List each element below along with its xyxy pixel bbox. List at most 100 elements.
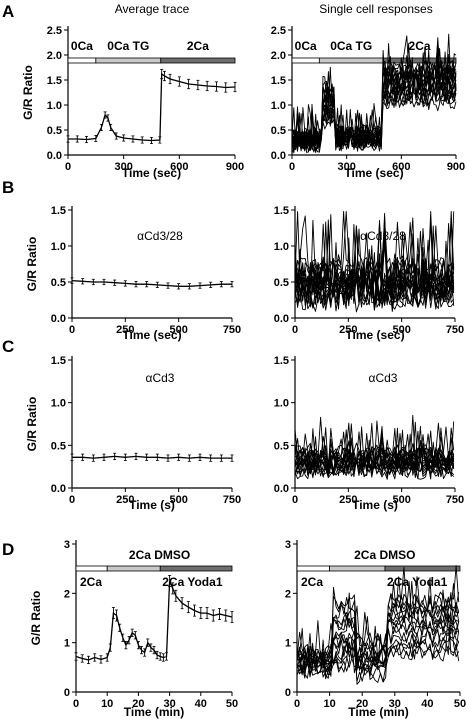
x-tick-label: 250 [339,324,357,336]
condition-segment [296,565,330,572]
mean-trace-line [72,455,232,459]
chart-C-average: 0 250 500 750 0.0 0.5 1.0 1.5 Time (s) G/R Ratio α… [25,355,241,512]
y-tick-label: 0.0 [271,150,286,162]
x-axis-title: Time (min) [348,705,408,719]
condition-label: 2Ca [409,39,431,53]
x-tick-label: 750 [446,494,464,506]
x-tick-label: 50 [226,698,238,710]
x-axis-title: Time (sec) [122,328,181,342]
y-axis-title: G/R Ratio [25,397,39,452]
condition-segment [106,565,161,572]
x-tick-label: 0 [69,494,75,506]
x-tick-label: 20 [132,698,144,710]
x-tick-label: 0 [292,324,298,336]
y-tick-label: 0.5 [271,125,286,137]
y-tick-label: 0.5 [51,277,66,289]
cell-trace-line [294,414,455,464]
stimulus-annotation: αCd3 [146,371,175,385]
condition-label: 2Ca [301,575,323,589]
condition-segment [384,565,461,572]
y-tick-label: 1.0 [47,100,62,112]
condition-segment [67,57,97,64]
cell-trace-line [291,62,457,153]
x-axis-title: Time (sec) [345,328,404,342]
panel-letter-b: B [2,178,14,197]
y-tick-label: 0.0 [47,150,62,162]
x-tick-label: 0 [292,494,298,506]
y-tick-label: 0 [64,687,70,699]
y-tick-label: 0 [285,687,291,699]
cell-trace-line [294,447,455,468]
x-tick-label: 10 [101,698,113,710]
x-tick-label: 750 [223,494,241,506]
x-tick-label: 40 [195,698,207,710]
y-tick-label: 0.0 [51,483,66,495]
x-tick-label: 500 [392,324,410,336]
condition-segment [75,565,108,572]
y-tick-label: 1.5 [274,205,289,217]
y-tick-label: 2.0 [271,50,286,62]
chart-A-average: 0 300 600 900 0.0 0.5 1.0 1.5 2.0 2.5 Time (sec) G/… [21,25,244,180]
x-tick-label: 500 [169,324,187,336]
x-axis-title: Time (sec) [122,166,181,180]
condition-label: 0Ca [71,39,93,53]
condition-segment [329,565,386,572]
cell-trace-line [294,210,455,290]
cell-trace-line [294,222,455,304]
chart-A-single: 0 300 600 900 0.0 0.5 1.0 1.5 2.0 2.5 Time (sec) 0C… [271,25,465,180]
y-tick-label: 0.5 [274,277,289,289]
x-tick-label: 600 [392,161,410,173]
x-tick-label: 40 [421,698,433,710]
condition-label: 2Ca DMSO [129,548,190,562]
column-title-average: Average trace [115,2,190,16]
y-tick-label: 1.5 [271,75,286,87]
x-tick-label: 250 [116,494,134,506]
x-tick-label: 0 [65,161,71,173]
x-axis-title: Time (min) [124,705,184,719]
x-tick-label: 600 [170,161,188,173]
y-tick-label: 1.5 [274,355,289,367]
x-tick-label: 30 [389,698,401,710]
y-tick-label: 1.5 [51,205,66,217]
cell-trace-line [291,43,457,146]
y-tick-label: 0.5 [51,440,66,452]
y-tick-label: 2 [285,588,291,600]
x-tick-label: 0 [294,698,300,710]
y-axis-title: G/R Ratio [21,65,35,120]
condition-segment [291,57,320,64]
mean-trace-line [68,72,236,142]
cell-trace-line [291,43,457,152]
x-tick-label: 250 [339,494,357,506]
y-tick-label: 0.0 [274,313,289,325]
cell-trace-line [294,248,455,310]
y-axis-title: G/R Ratio [25,237,39,292]
y-tick-label: 0.5 [47,125,62,137]
panel-letter-c: C [2,337,14,356]
y-tick-label: 2.5 [271,25,286,37]
x-tick-label: 300 [114,161,132,173]
y-tick-label: 1.0 [51,241,66,253]
x-tick-label: 500 [169,494,187,506]
x-tick-label: 20 [356,698,368,710]
panel-letter-a: A [2,2,14,21]
cell-trace-line [294,416,455,468]
condition-segment [318,57,384,64]
condition-label: 0Ca TG [107,39,149,53]
y-tick-label: 0.0 [274,483,289,495]
y-tick-label: 1.0 [271,100,286,112]
x-tick-label: 900 [226,161,244,173]
stimulus-annotation: αCd3/28 [137,229,183,243]
panel-letter-d: D [2,540,14,559]
y-tick-label: 1.5 [51,355,66,367]
x-tick-label: 500 [392,494,410,506]
mean-trace-line [71,279,232,287]
condition-label: 0Ca [295,39,317,53]
condition-label: 2Ca Yoda1 [162,575,223,589]
cell-trace-line [294,253,455,313]
x-tick-label: 0 [289,161,295,173]
stimulus-annotation: αCd3 [369,371,398,385]
x-tick-label: 900 [447,161,465,173]
